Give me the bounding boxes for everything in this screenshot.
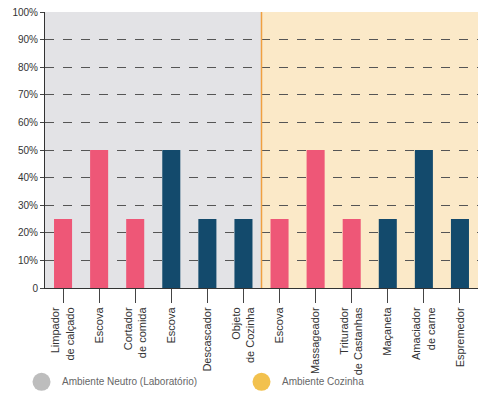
- svg-text:Escova: Escova: [93, 307, 105, 344]
- svg-text:Amaciadorde carne: Amaciadorde carne: [410, 307, 436, 360]
- svg-text:70%: 70%: [18, 89, 38, 100]
- svg-text:Espremedor: Espremedor: [454, 307, 466, 367]
- svg-text:80%: 80%: [18, 62, 38, 73]
- svg-text:0: 0: [32, 283, 38, 294]
- svg-text:50%: 50%: [18, 145, 38, 156]
- svg-text:Massageador: Massageador: [309, 307, 321, 374]
- svg-text:10%: 10%: [18, 255, 38, 266]
- svg-text:60%: 60%: [18, 117, 38, 128]
- svg-text:Objetode Cozinha: Objetode Cozinha: [230, 307, 256, 364]
- svg-text:20%: 20%: [18, 227, 38, 238]
- svg-text:90%: 90%: [18, 34, 38, 45]
- svg-text:Ambiente Cozinha: Ambiente Cozinha: [282, 376, 364, 387]
- svg-text:Ambiente Neutro (Laboratório): Ambiente Neutro (Laboratório): [62, 376, 197, 387]
- svg-text:Escova: Escova: [273, 307, 285, 344]
- svg-text:Escova: Escova: [165, 307, 177, 344]
- svg-text:Descascador: Descascador: [201, 307, 213, 372]
- svg-text:100%: 100%: [12, 7, 38, 18]
- svg-text:Limpadorde calçado: Limpadorde calçado: [49, 307, 75, 361]
- svg-text:Trituradorde Castanhas: Trituradorde Castanhas: [338, 307, 364, 375]
- svg-text:Maçaneta: Maçaneta: [381, 307, 393, 356]
- svg-text:30%: 30%: [18, 200, 38, 211]
- svg-text:40%: 40%: [18, 172, 38, 183]
- svg-text:Cortadorde comida: Cortadorde comida: [122, 307, 148, 359]
